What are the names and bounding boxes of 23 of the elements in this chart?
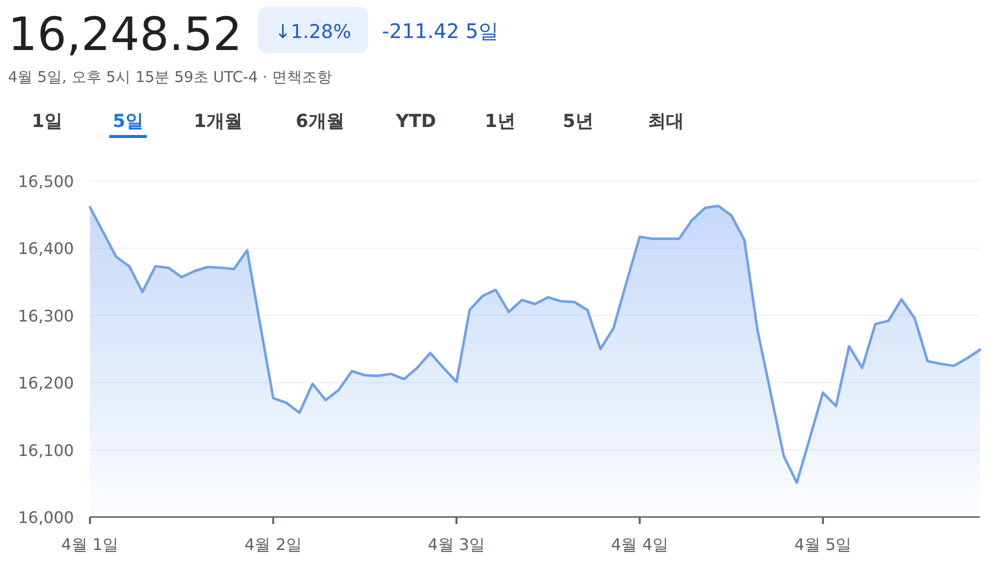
y-tick-label: 16,300 [18, 306, 74, 326]
y-tick-label: 16,000 [18, 508, 74, 527]
text: 1년 [484, 111, 516, 132]
y-tick-label: 16,100 [18, 440, 74, 460]
y-tick-label: 16,500 [18, 172, 74, 191]
y-tick-label: 16,400 [18, 239, 74, 258]
text: 5년 [562, 111, 594, 132]
x-tick-label: 4월 2일 [244, 535, 302, 554]
text: 1일 [32, 111, 62, 132]
chart-subtitle: 4월 5일, 오후 5시 15분 59초 UTC-4 · 면책조항 [8, 68, 332, 86]
text: 1개월 [194, 111, 242, 132]
y-tick-label: 16,200 [18, 374, 74, 393]
text: YTD [394, 111, 436, 132]
text: 최대 [648, 111, 684, 132]
x-tick-label: 4월 5일 [794, 535, 852, 554]
text: 5일 [112, 111, 144, 132]
x-tick-label: 4월 4일 [610, 535, 668, 554]
chart-title: 16,248.52 [8, 7, 242, 61]
x-tick-label: 4월 3일 [428, 535, 486, 554]
text: 6개월 [296, 111, 344, 132]
x-tick-label: 4월 1일 [61, 535, 119, 554]
text: ↓1.28% [274, 21, 352, 43]
text: -211.42 5일 [382, 19, 498, 43]
